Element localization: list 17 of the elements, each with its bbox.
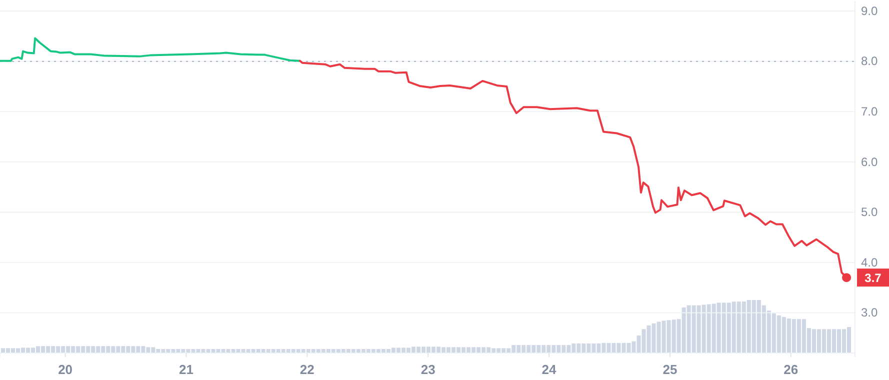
- annotation: 3.7: [864, 270, 882, 285]
- x-tick-label: 20: [58, 362, 73, 378]
- price-tag: 3.7: [857, 268, 889, 287]
- x-tick-label: 21: [179, 362, 194, 378]
- line-series: [0, 37, 301, 62]
- y-tick-label: 3.0: [861, 306, 878, 320]
- y-tick-label: 6.0: [861, 154, 878, 169]
- y-tick-label: 7.0: [861, 104, 878, 118]
- x-tick-label: 23: [420, 362, 436, 378]
- y-tick-label: 9.0: [861, 4, 878, 18]
- x-tick-label: 25: [662, 362, 678, 378]
- y-tick-label: 8.0: [861, 54, 878, 68]
- x-tick-label: 22: [300, 362, 314, 378]
- y-tick-label: 4.0: [861, 255, 878, 270]
- x-tick-label: 24: [542, 362, 558, 378]
- x-tick-label: 26: [784, 362, 798, 378]
- y-tick-label: 5.0: [861, 205, 878, 220]
